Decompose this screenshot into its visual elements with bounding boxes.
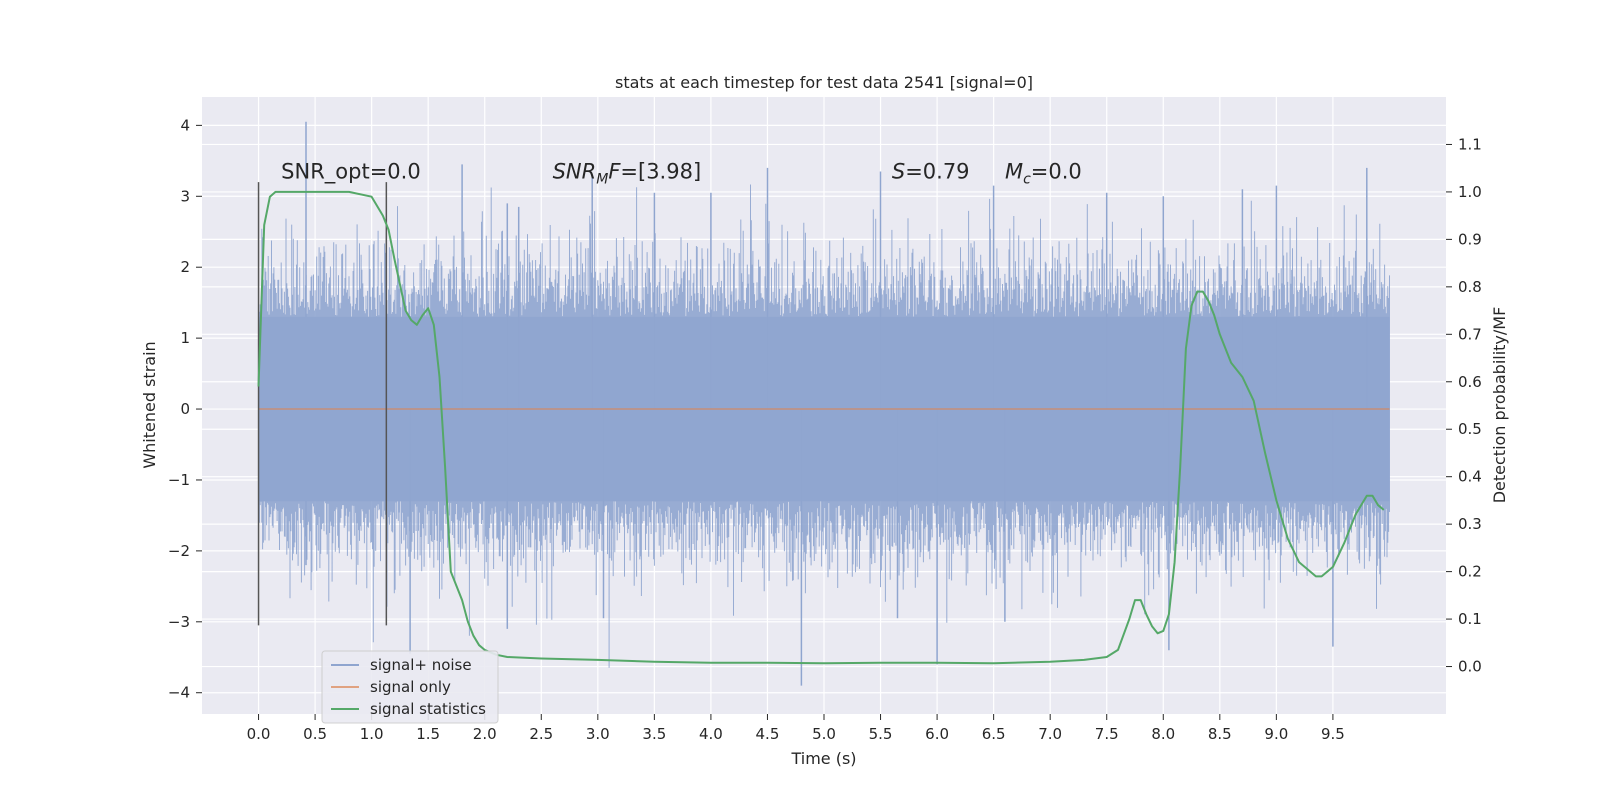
y2-tick-label: 0.2: [1458, 563, 1482, 581]
annotation-subscript: c: [1023, 172, 1031, 188]
axis-ticks: 0.0 0.5 1.0 1.5 2.0 2.5 3.0 3.5 4.0 4.5 5.0 5.5 6.0 6…: [168, 116, 1482, 743]
y2-tick-label: 0.9: [1458, 230, 1482, 248]
annotation-rest-value: =[3.98]: [620, 160, 701, 184]
x-tick-label: 8.5: [1208, 725, 1232, 743]
y2-tick-label: 0.5: [1458, 420, 1482, 438]
x-tick-label: 7.5: [1095, 725, 1119, 743]
y-tick-label: −2: [168, 542, 190, 560]
legend: signal+ noise signal only signal statistic…: [321, 650, 499, 724]
x-tick-label: 1.5: [416, 725, 440, 743]
vertical-markers: [257, 182, 388, 626]
x-tick-label: 4.0: [699, 725, 723, 743]
x-tick-label: 6.5: [982, 725, 1006, 743]
x-tick-label: 5.0: [812, 725, 836, 743]
y-tick-label: −3: [168, 613, 190, 631]
y-tick-label: −4: [168, 684, 190, 702]
y-tick-label: 3: [180, 187, 190, 205]
x-tick-label: 9.0: [1264, 725, 1288, 743]
y-tick-label: −1: [168, 471, 190, 489]
annotations: SNR_opt=0.0 SNRMF=[3.98] S=0.79 Mc=0.0: [281, 160, 1082, 188]
y2-tick-label: 0.7: [1458, 325, 1482, 343]
y2-axis-label: Detection probability/MF: [1490, 307, 1509, 504]
x-tick-label: 9.5: [1321, 725, 1345, 743]
y2-tick-label: 0.0: [1458, 658, 1482, 676]
x-tick-label: 3.0: [586, 725, 610, 743]
annotation-rest: F=[3.98]: [608, 160, 701, 184]
signal-statistics-series: [257, 190, 1385, 665]
x-tick-label: 1.0: [360, 725, 384, 743]
x-tick-label: 0.0: [247, 725, 271, 743]
y2-tick-label: 1.1: [1458, 135, 1482, 153]
legend-entry: signal+ noise: [370, 656, 472, 674]
x-axis-label: Time (s): [790, 749, 856, 768]
y2-tick-label: 0.1: [1458, 610, 1482, 628]
annotation: SNR_opt=0.0: [281, 160, 421, 185]
x-tick-label: 5.5: [869, 725, 893, 743]
x-tick-label: 7.0: [1038, 725, 1062, 743]
x-tick-label: 2.0: [473, 725, 497, 743]
annotation-subscript: M: [596, 172, 608, 188]
y-tick-label: 2: [180, 258, 190, 276]
annotation-base: SNR: [553, 160, 597, 184]
signal-statistics-line: [257, 190, 1385, 665]
annotation-rest-italic: F: [608, 160, 621, 184]
annotation-rest: =0.0: [1031, 160, 1082, 184]
y2-tick-label: 0.6: [1458, 373, 1482, 391]
x-tick-label: 2.5: [529, 725, 553, 743]
x-tick-label: 8.0: [1151, 725, 1175, 743]
y-tick-label: 4: [180, 116, 190, 134]
x-tick-label: 0.5: [303, 725, 327, 743]
y-tick-label: 1: [180, 329, 190, 347]
legend-entry: signal statistics: [370, 700, 486, 718]
noise-peaks: [305, 121, 1368, 686]
x-tick-label: 6.0: [925, 725, 949, 743]
legend-box: [321, 650, 499, 724]
y2-tick-label: 0.8: [1458, 278, 1482, 296]
chart-title: stats at each timestep for test data 254…: [615, 73, 1033, 92]
x-tick-label: 4.5: [756, 725, 780, 743]
legend-entry: signal only: [370, 678, 451, 696]
y2-tick-label: 0.4: [1458, 468, 1482, 486]
annotation: Mc=0.0: [1005, 160, 1082, 188]
y2-tick-label: 1.0: [1458, 183, 1482, 201]
annotation: S=0.79: [892, 160, 970, 184]
annotation-base: M: [1005, 160, 1023, 184]
y-axis-label: Whitened strain: [140, 341, 159, 468]
annotation: SNRMF=[3.98]: [553, 160, 702, 188]
x-tick-label: 3.5: [642, 725, 666, 743]
annotation-rest: =0.79: [905, 160, 969, 184]
y2-tick-label: 0.3: [1458, 515, 1482, 533]
y-tick-label: 0: [180, 400, 190, 418]
annotation-base: S: [892, 160, 905, 184]
